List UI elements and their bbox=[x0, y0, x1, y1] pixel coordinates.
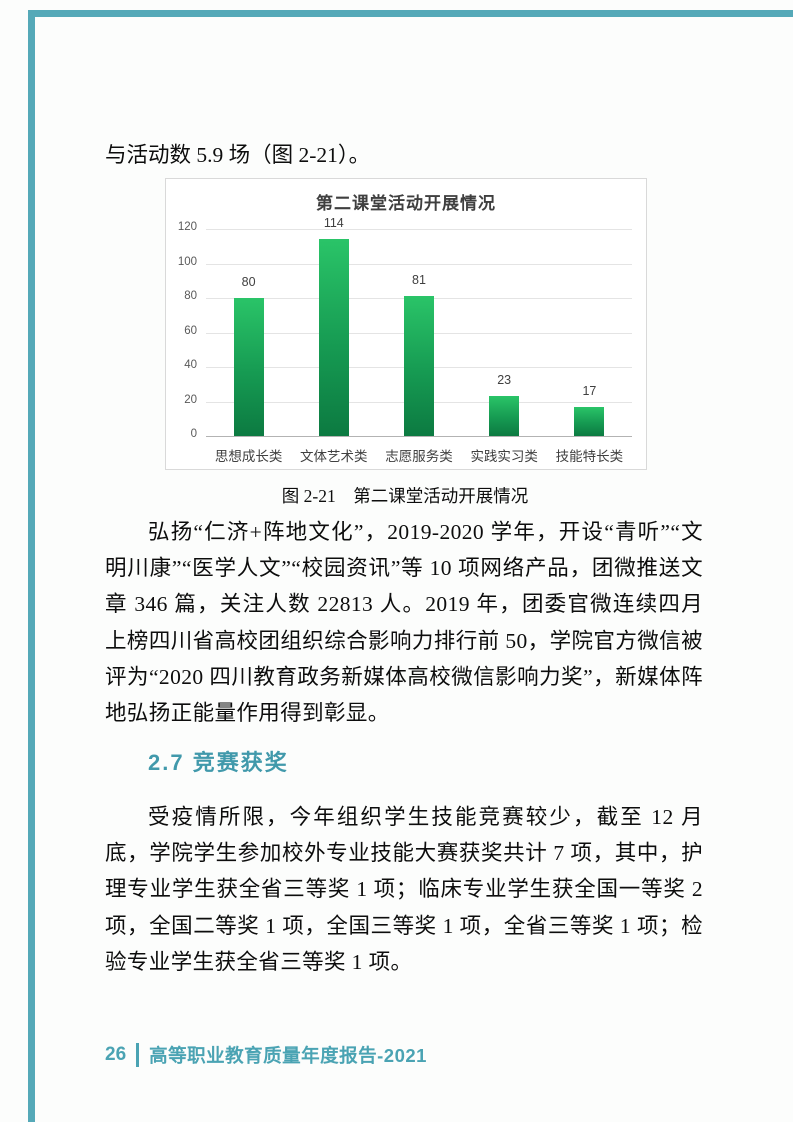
y-axis-tick: 120 bbox=[177, 221, 197, 233]
page-number: 26 bbox=[105, 1044, 127, 1065]
paragraph-competition-awards: 受疫情所限，今年组织学生技能竞赛较少，截至 12 月底，学院学生参加校外专业技能… bbox=[105, 805, 703, 974]
gridline bbox=[206, 263, 632, 265]
bar-value-label: 81 bbox=[412, 273, 426, 288]
bar-value-label: 17 bbox=[582, 383, 597, 398]
footer-separator bbox=[136, 1043, 140, 1067]
paragraph-media-culture: 弘扬“仁济+阵地文化”，2019-2020 学年，开设“青听”“文明川康”“医学… bbox=[105, 520, 703, 726]
bar bbox=[233, 298, 264, 436]
x-axis-label: 志愿服务类 bbox=[385, 449, 453, 464]
chart-plot-area: 0 20 40 60 80 100 120 80 思想成长类 114 文体艺术类 81 志愿服务类 23 实… bbox=[166, 179, 646, 469]
section-heading: 2.7 竞赛获奖 bbox=[148, 750, 289, 775]
page-border-top bbox=[28, 10, 793, 17]
bar-value-label: 23 bbox=[497, 373, 512, 388]
y-axis-tick: 80 bbox=[184, 290, 197, 302]
page-footer: 26 高等职业教育质量年度报告-2021 bbox=[105, 1042, 427, 1068]
intro-text: 与活动数 5.9 场（图 2-21）。 bbox=[105, 143, 371, 167]
y-axis-tick: 20 bbox=[184, 393, 197, 406]
chart-title: 第二课堂活动开展情况 bbox=[316, 194, 496, 213]
x-axis-label: 文体艺术类 bbox=[300, 449, 368, 464]
bar bbox=[489, 396, 520, 436]
bar-value-label: 114 bbox=[323, 216, 344, 231]
page-border-left bbox=[28, 10, 35, 1122]
bar bbox=[318, 239, 349, 436]
x-axis-label: 思想成长类 bbox=[214, 449, 283, 464]
gridline bbox=[206, 229, 632, 230]
figure-caption: 图 2-21 第二课堂活动开展情况 bbox=[281, 486, 529, 506]
y-axis-tick: 40 bbox=[184, 359, 197, 371]
y-axis-tick: 60 bbox=[184, 324, 197, 337]
gridline bbox=[206, 436, 632, 437]
bar bbox=[574, 406, 605, 436]
bar bbox=[404, 296, 434, 436]
y-axis-tick: 0 bbox=[190, 428, 197, 440]
bar-chart: 第二课堂活动开展情况 0 20 40 60 80 100 120 80 思想成长类 114 文体艺术… bbox=[165, 178, 647, 470]
footer-report-title: 高等职业教育质量年度报告-2021 bbox=[149, 1045, 427, 1066]
x-axis-label: 技能特长类 bbox=[555, 449, 624, 464]
y-axis-tick: 100 bbox=[177, 255, 197, 268]
x-axis-label: 实践实习类 bbox=[470, 449, 538, 464]
bar-value-label: 80 bbox=[241, 275, 256, 289]
